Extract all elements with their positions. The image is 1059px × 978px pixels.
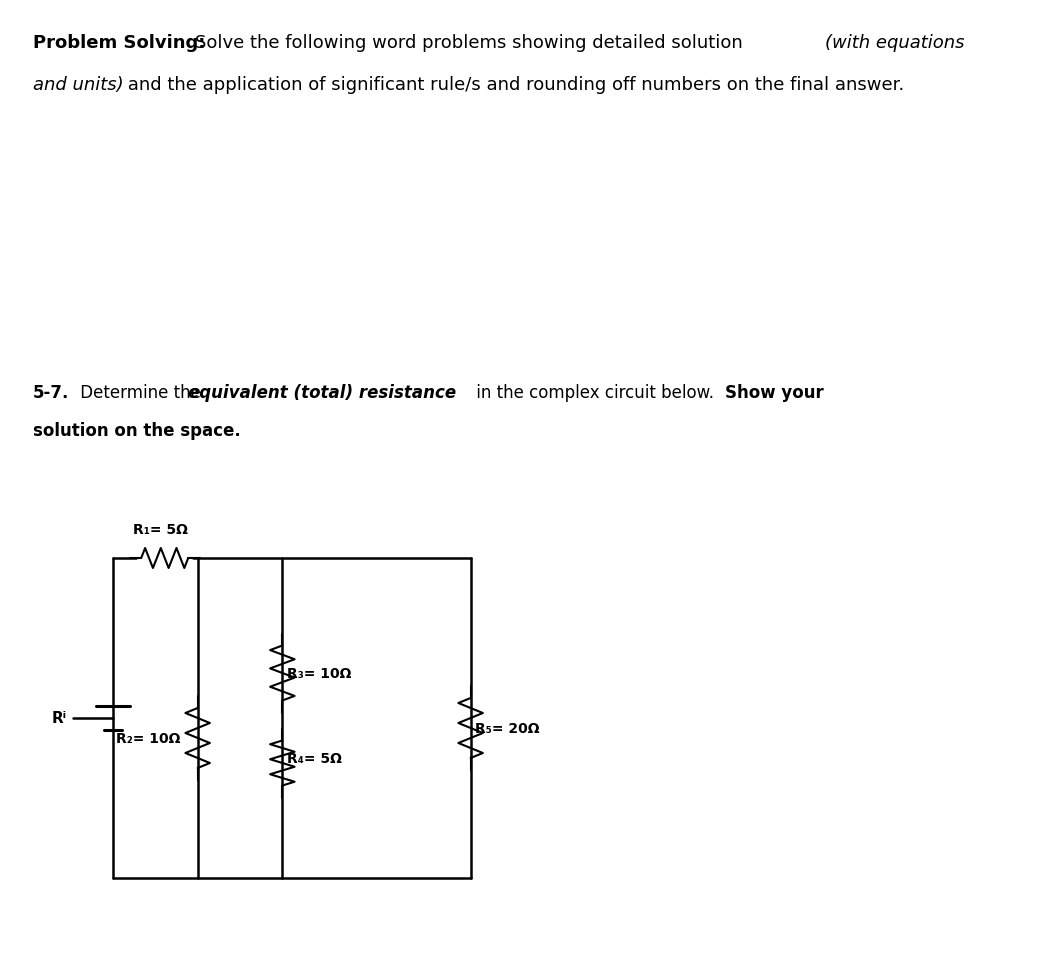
Text: Problem Solving:: Problem Solving: xyxy=(33,34,205,52)
Text: (with equations: (with equations xyxy=(825,34,965,52)
Text: equivalent (total) resistance: equivalent (total) resistance xyxy=(189,383,456,402)
Text: Solve the following word problems showing detailed solution: Solve the following word problems showin… xyxy=(195,34,749,52)
Text: Rⁱ: Rⁱ xyxy=(52,711,67,726)
Text: R₁= 5Ω: R₁= 5Ω xyxy=(132,522,187,537)
Text: R₂= 10Ω: R₂= 10Ω xyxy=(116,732,181,745)
Text: R₄= 5Ω: R₄= 5Ω xyxy=(287,751,342,765)
Text: and the application of significant rule/s and rounding off numbers on the final : and the application of significant rule/… xyxy=(123,76,904,94)
Text: and units): and units) xyxy=(33,76,124,94)
Text: 5-7.: 5-7. xyxy=(33,383,69,402)
Text: R₅= 20Ω: R₅= 20Ω xyxy=(475,721,540,735)
Text: solution on the space.: solution on the space. xyxy=(33,422,240,439)
Text: Show your: Show your xyxy=(724,383,824,402)
Text: Determine the: Determine the xyxy=(75,383,207,402)
Text: in the complex circuit below.: in the complex circuit below. xyxy=(470,383,719,402)
Text: R₃= 10Ω: R₃= 10Ω xyxy=(287,666,352,681)
